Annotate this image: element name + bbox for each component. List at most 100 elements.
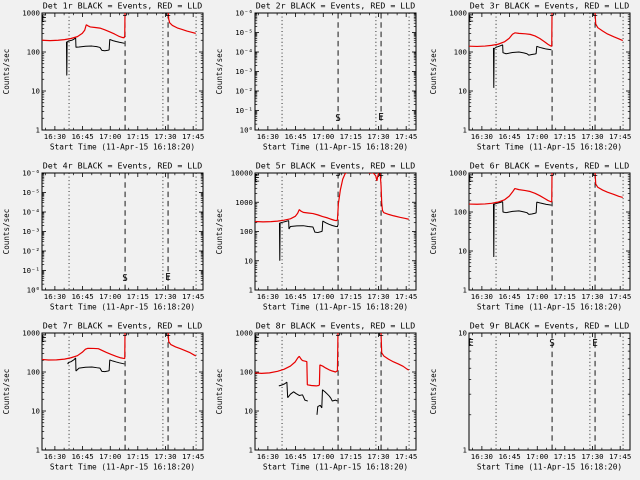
y-tick-label: 10 <box>31 87 40 96</box>
events-series <box>67 357 125 373</box>
y-tick-label: 1 <box>36 446 40 455</box>
y-tick-label: 1 <box>462 286 466 295</box>
x-axis-label: Start Time (11-Apr-15 16:18:20) <box>263 142 408 151</box>
panel-title: Det 9r BLACK = Events, RED = LLD <box>469 320 629 330</box>
x-tick-label: 17:00 <box>312 292 334 301</box>
x-tick-label: 16:30 <box>257 452 279 461</box>
panel-title: Det 8r BLACK = Events, RED = LLD <box>256 320 416 330</box>
eclipse-marker-S: S <box>336 328 342 339</box>
panel-det-7r: Det 7r BLACK = Events, RED = LLD 1000 100 1… <box>0 320 213 480</box>
x-tick-label: 17:45 <box>182 292 204 301</box>
x-tick-label: 17:00 <box>99 452 121 461</box>
y-axis-label: Counts/sec <box>429 369 438 415</box>
x-tick-label: 17:00 <box>312 132 334 141</box>
lld-series <box>41 333 197 361</box>
eclipse-marker-S: S <box>336 168 342 179</box>
y-tick-label: 10⁰ <box>240 126 253 135</box>
eclipse-marker-S: S <box>122 273 128 284</box>
x-tick-label: 16:30 <box>470 292 492 301</box>
y-tick-label: 10 <box>458 247 467 256</box>
y-axis-label: Counts/sec <box>215 369 224 415</box>
eclipse-marker-E: E <box>379 328 385 339</box>
x-tick-label: 17:30 <box>368 292 390 301</box>
x-axis-label: Start Time (11-Apr-15 16:18:20) <box>50 462 195 471</box>
y-tick-label: 10⁻⁵ <box>236 28 254 37</box>
eclipse-marker-S: S <box>122 8 128 19</box>
y-tick-label: 10 <box>244 256 253 265</box>
plot-box <box>41 12 204 131</box>
x-tick-label: 17:30 <box>581 132 603 141</box>
x-axis-label: Start Time (11-Apr-15 16:18:20) <box>50 142 195 151</box>
eclipse-marker-S: S <box>336 113 342 124</box>
y-tick-label: 10⁻⁴ <box>236 48 254 57</box>
panel-det-9r: Det 9r BLACK = Events, RED = LLD 10 1 16:30… <box>427 320 640 480</box>
plot-box <box>254 332 417 451</box>
y-axis-label: Counts/sec <box>429 209 438 255</box>
panel-det-5r: Det 5r BLACK = Events, RED = LLD 10000 100… <box>213 160 426 320</box>
y-axis-label: Counts/sec <box>215 49 224 95</box>
eclipse-marker-E: E <box>592 168 598 179</box>
lld-series <box>41 13 196 42</box>
panel-det-3r: Det 3r BLACK = Events, RED = LLD 1000 100 1… <box>427 0 640 160</box>
x-axis-label: Start Time (11-Apr-15 16:18:20) <box>477 462 622 471</box>
x-tick-label: 16:30 <box>44 132 66 141</box>
x-tick-label: 17:15 <box>340 452 362 461</box>
panel-title: Det 4r BLACK = Events, RED = LLD <box>43 160 203 170</box>
x-tick-label: 16:30 <box>257 292 279 301</box>
eclipse-marker-E: E <box>251 113 257 124</box>
y-tick-label: 1 <box>462 446 466 455</box>
eclipse-marker-S: S <box>549 168 555 179</box>
panel-title: Det 2r BLACK = Events, RED = LLD <box>256 0 416 10</box>
x-tick-label: 16:45 <box>285 132 307 141</box>
x-tick-label: 16:45 <box>285 452 307 461</box>
y-tick-label: 10⁻³ <box>236 67 254 76</box>
x-axis-label: Start Time (11-Apr-15 16:18:20) <box>477 302 622 311</box>
panel-det-6r: Det 6r BLACK = Events, RED = LLD 1000 100 1… <box>427 160 640 320</box>
eclipse-marker-E: E <box>592 338 598 349</box>
y-tick-label: 1000 <box>449 9 467 18</box>
x-tick-label: 17:45 <box>395 452 417 461</box>
x-tick-label: 17:00 <box>526 292 548 301</box>
x-tick-label: 17:45 <box>609 132 631 141</box>
x-tick-label: 16:30 <box>44 452 66 461</box>
eclipse-marker-S: S <box>122 328 128 339</box>
panel-title: Det 1r BLACK = Events, RED = LLD <box>43 0 203 10</box>
y-tick-label: 10⁻² <box>236 87 254 96</box>
y-tick-label: 1000 <box>236 198 254 207</box>
x-tick-label: 17:45 <box>182 452 204 461</box>
eclipse-marker-E: E <box>254 174 260 185</box>
x-tick-label: 16:30 <box>470 132 492 141</box>
y-tick-label: 1 <box>249 446 253 455</box>
x-tick-label: 17:15 <box>553 292 575 301</box>
y-axis-label: Counts/sec <box>429 49 438 95</box>
y-tick-label: 10 <box>244 407 253 416</box>
x-tick-label: 17:30 <box>581 292 603 301</box>
y-tick-label: 10000 <box>231 169 253 178</box>
eclipse-marker-E: E <box>165 328 171 339</box>
eclipse-marker-E: E <box>468 14 474 25</box>
x-tick-label: 16:30 <box>44 292 66 301</box>
y-tick-label: 10 <box>31 407 40 416</box>
eclipse-marker-S: S <box>549 338 555 349</box>
x-tick-label: 17:45 <box>395 292 417 301</box>
y-tick-label: 10⁻⁶ <box>236 9 254 18</box>
x-tick-label: 16:45 <box>285 292 307 301</box>
panel-det-2r: Det 2r BLACK = Events, RED = LLD 10⁻⁶ 10⁻⁵… <box>213 0 426 160</box>
y-tick-label: 1000 <box>22 9 40 18</box>
x-tick-label: 17:00 <box>312 452 334 461</box>
y-tick-label: 1 <box>36 126 40 135</box>
plot-box <box>468 12 631 131</box>
events-series <box>492 44 552 88</box>
y-tick-label: 1000 <box>236 329 254 338</box>
eclipse-marker-E: E <box>165 272 171 283</box>
x-tick-label: 16:45 <box>498 452 520 461</box>
panel-det-8r: Det 8r BLACK = Events, RED = LLD 1000 100 1… <box>213 320 426 480</box>
x-tick-label: 16:45 <box>71 292 93 301</box>
panel-title: Det 7r BLACK = Events, RED = LLD <box>43 320 203 330</box>
x-tick-label: 17:15 <box>340 132 362 141</box>
